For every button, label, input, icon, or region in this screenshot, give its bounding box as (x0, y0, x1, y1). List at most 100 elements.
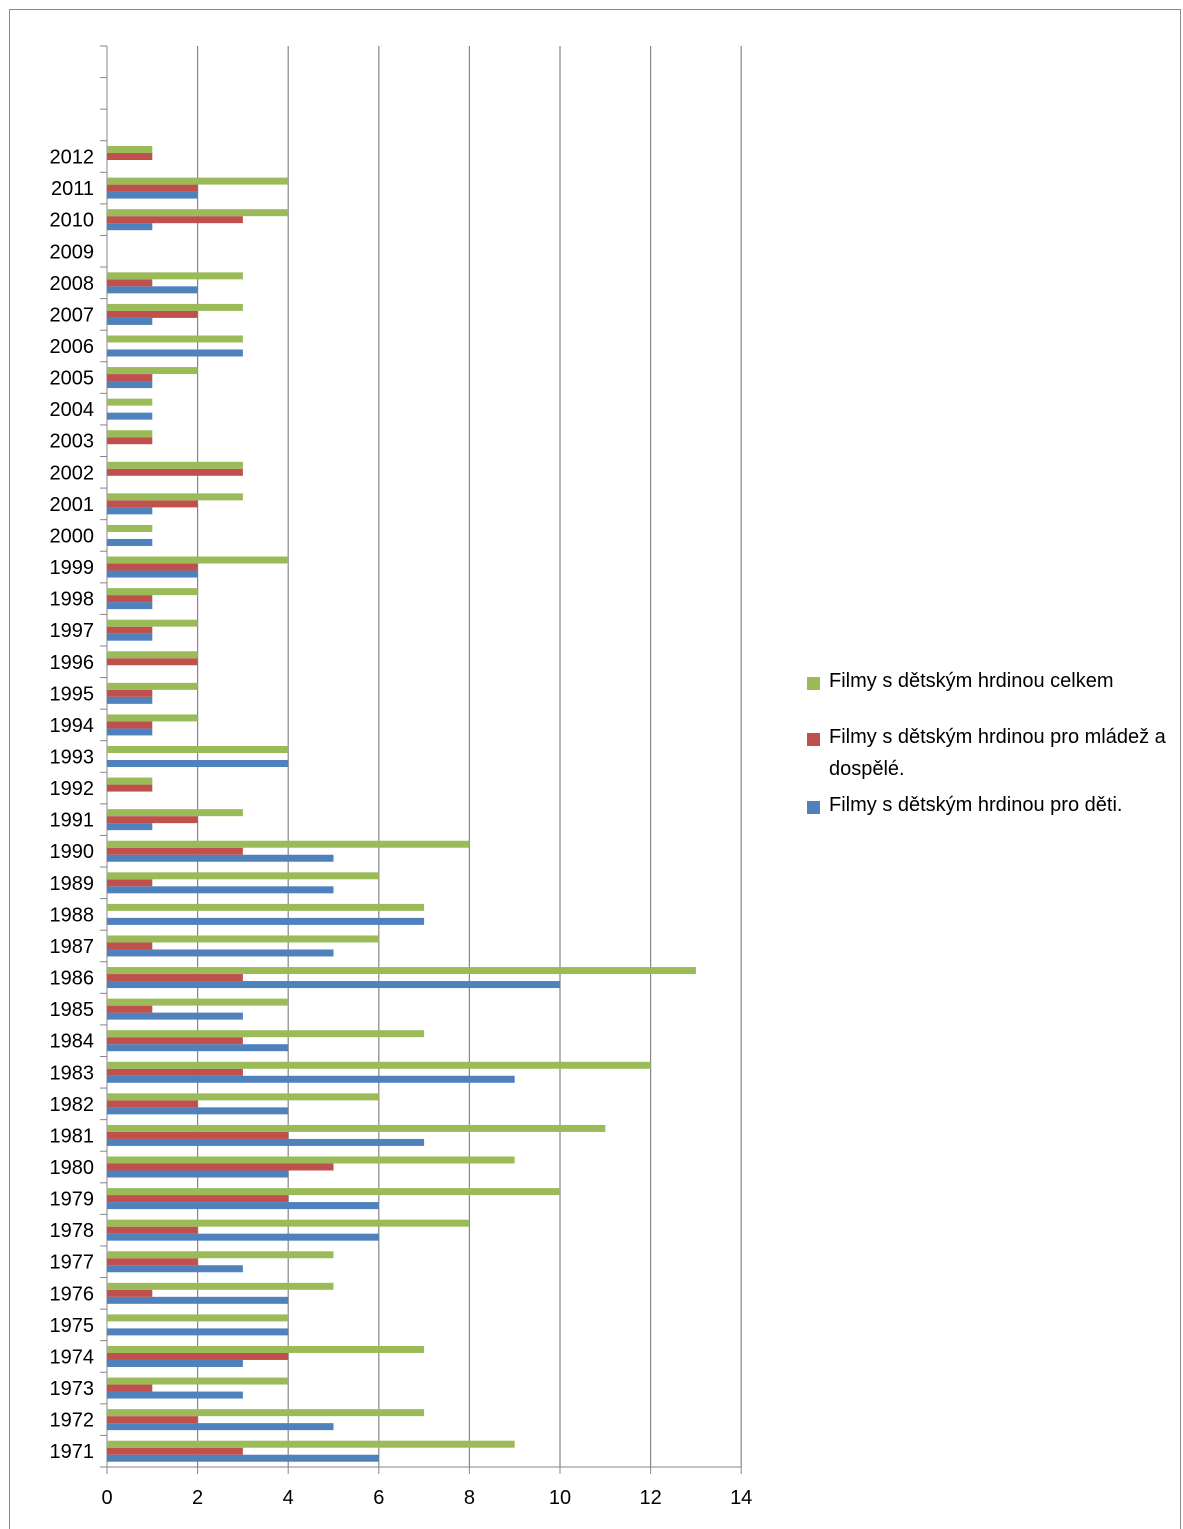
bar (107, 303, 243, 311)
bar (107, 317, 153, 325)
y-tick-label: 1973 (50, 1378, 95, 1400)
bar (107, 1423, 334, 1431)
bar (107, 272, 243, 280)
bar (107, 1226, 198, 1234)
x-tick-label: 6 (373, 1487, 384, 1509)
x-tick-label: 2 (192, 1487, 203, 1509)
bar (107, 746, 289, 753)
bar (107, 1447, 243, 1455)
bar (107, 1068, 243, 1076)
y-tick-label: 2012 (50, 147, 95, 169)
y-tick-label: 1992 (50, 778, 95, 800)
x-tick-label: 8 (464, 1487, 475, 1509)
bar (107, 1093, 379, 1101)
bar (107, 493, 243, 501)
bar (107, 374, 153, 382)
y-tick-label: 2004 (50, 399, 95, 421)
bar (107, 1188, 560, 1196)
bar (107, 1124, 606, 1132)
bar (107, 1409, 425, 1417)
bar (107, 310, 198, 318)
bar (107, 967, 696, 975)
bar (107, 538, 153, 546)
bar (107, 1195, 289, 1203)
bar (107, 1107, 289, 1115)
bar (107, 886, 334, 894)
y-tick-label: 1997 (50, 620, 95, 642)
bar (107, 1384, 153, 1392)
y-tick-label: 1994 (50, 715, 95, 737)
bar (107, 879, 153, 887)
legend-label-youth-adults: Filmy s dětským hrdinou pro mládež a dos… (829, 726, 1166, 780)
bar (107, 595, 153, 603)
y-tick-label: 1972 (50, 1410, 95, 1432)
bar (107, 216, 243, 224)
bar (107, 1314, 289, 1322)
bar (107, 602, 153, 610)
legend-swatch-children (807, 801, 820, 814)
bar (107, 1359, 243, 1367)
bar (107, 507, 153, 515)
y-tick-label: 1974 (50, 1346, 95, 1368)
bar (107, 1170, 289, 1178)
bar (107, 570, 198, 578)
legend-item-total: Filmy s dětským hrdinou celkem (807, 665, 1183, 697)
bar (107, 279, 153, 287)
bar (107, 809, 243, 817)
bar (107, 223, 153, 231)
bar (107, 777, 153, 785)
bar (107, 1345, 425, 1353)
bar (107, 1377, 289, 1385)
bar (107, 949, 334, 957)
bar (107, 689, 153, 697)
bar (107, 209, 289, 217)
legend-label-children: Filmy s dětským hrdinou pro děti. (829, 794, 1123, 816)
bar (107, 974, 243, 982)
bar (107, 191, 198, 199)
bar (107, 335, 243, 343)
bar (107, 696, 153, 704)
bar (107, 784, 153, 792)
bar (107, 1454, 379, 1462)
bar (107, 1328, 289, 1336)
bar (107, 1138, 425, 1146)
bar (107, 1163, 334, 1171)
bar (107, 412, 153, 420)
bar (107, 1044, 289, 1052)
bar (107, 1100, 198, 1108)
bar (107, 461, 243, 469)
bar (107, 1296, 289, 1304)
y-tick-label: 1998 (50, 589, 95, 611)
bar (107, 935, 379, 943)
y-tick-label: 2007 (50, 304, 95, 326)
y-tick-label: 2009 (50, 241, 95, 263)
x-tick-label: 12 (639, 1487, 661, 1509)
bar (107, 1282, 334, 1290)
y-tick-label: 1986 (50, 968, 95, 990)
y-tick-label: 1978 (50, 1220, 95, 1242)
x-tick-label: 0 (101, 1487, 112, 1509)
bar (107, 1391, 243, 1399)
bar (107, 468, 243, 476)
y-tick-label: 1999 (50, 557, 95, 579)
bar (107, 1202, 379, 1210)
x-tick-label: 14 (730, 1487, 752, 1509)
y-tick-label: 2000 (50, 525, 95, 547)
bar (107, 1251, 334, 1259)
legend-item-youth-adults: Filmy s dětským hrdinou pro mládež a dos… (807, 721, 1183, 785)
y-tick-label: 1982 (50, 1094, 95, 1116)
y-tick-label: 2003 (50, 431, 95, 453)
bar (107, 626, 153, 634)
bar (107, 349, 243, 357)
bar (107, 1289, 153, 1297)
legend: Filmy s dětským hrdinou celkem Filmy s d… (807, 665, 1183, 821)
bar (107, 563, 198, 571)
bar (107, 177, 289, 185)
y-tick-label: 2002 (50, 462, 95, 484)
bar (107, 721, 153, 729)
bar (107, 1265, 243, 1273)
bar (107, 714, 198, 722)
bar (107, 917, 425, 925)
y-tick-label: 1979 (50, 1189, 95, 1211)
bar (107, 1352, 289, 1360)
